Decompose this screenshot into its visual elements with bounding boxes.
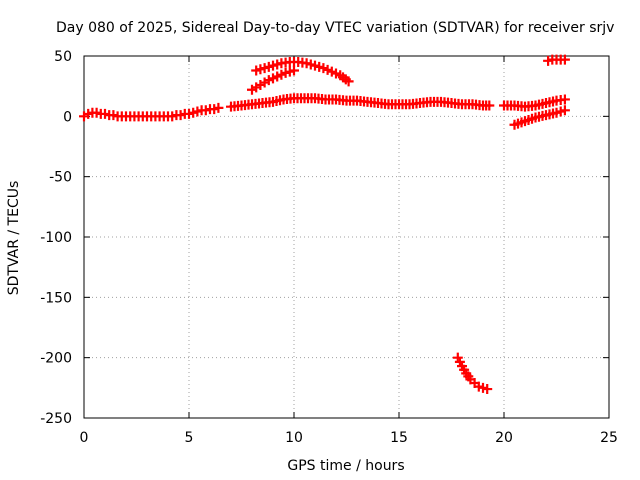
data-series	[509, 105, 570, 130]
data-point-marker	[559, 54, 570, 65]
grid	[84, 56, 609, 418]
plot-frame	[83, 55, 610, 419]
data-point-marker	[559, 105, 570, 116]
data-series	[499, 94, 570, 112]
data-series	[247, 65, 299, 95]
y-tick-label: -50	[49, 170, 72, 186]
x-tick-label: 25	[600, 430, 618, 446]
data-point-marker	[559, 94, 570, 105]
data-series	[251, 57, 354, 87]
chart-title: Day 080 of 2025, Sidereal Day-to-day VTE…	[56, 20, 614, 36]
data-series	[226, 93, 495, 112]
data-series	[79, 102, 224, 122]
y-axis-label: SDTVAR / TECUs	[6, 181, 22, 296]
data-series	[452, 352, 493, 395]
data-points	[79, 54, 570, 395]
data-point-marker	[343, 76, 354, 87]
y-tick-label: -250	[40, 411, 72, 427]
x-axis-label: GPS time / hours	[287, 458, 404, 474]
y-tick-label: 0	[63, 109, 72, 125]
data-series	[543, 54, 570, 66]
x-tick-label: 15	[390, 430, 408, 446]
y-tick-label: -200	[40, 351, 72, 367]
data-point-marker	[484, 100, 495, 111]
data-point-marker	[289, 65, 299, 76]
y-tick-label: -100	[40, 230, 72, 246]
y-tick-label: -150	[40, 290, 72, 306]
x-tick-label: 0	[80, 430, 89, 446]
y-tick-label: 50	[54, 49, 72, 65]
x-tick-label: 5	[185, 430, 194, 446]
x-tick-label: 10	[285, 430, 303, 446]
data-point-marker	[482, 384, 493, 395]
axis-ticks: 0 5 10 15 20 25 50 0 -50 -100 -150 -200 -250	[40, 49, 618, 446]
x-tick-label: 20	[495, 430, 513, 446]
data-point-marker	[213, 102, 224, 113]
